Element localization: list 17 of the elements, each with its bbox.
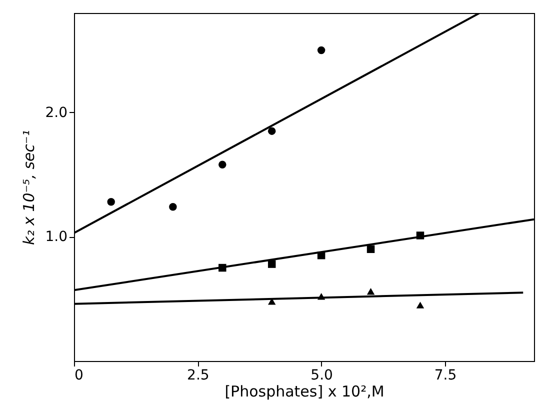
x-tick-label: 0 — [74, 368, 84, 384]
point — [169, 203, 177, 211]
x-tick-label: 2.5 — [187, 368, 210, 384]
x-axis-title: [Phosphates] x 10²,M — [224, 382, 384, 400]
y-axis-title: k₂ x 10⁻⁵, sec⁻¹ — [20, 130, 38, 245]
point — [317, 46, 326, 54]
x-tick-label: 5.0 — [310, 368, 333, 384]
point — [107, 198, 115, 206]
point — [268, 127, 276, 135]
x-tick-label: 7.5 — [434, 368, 457, 384]
y-tick-label: 1.0 — [45, 229, 68, 246]
point — [218, 160, 226, 168]
point — [366, 245, 375, 254]
point — [268, 260, 276, 268]
point — [416, 302, 424, 308]
y-tick-label: 2.0 — [45, 104, 68, 121]
point — [366, 288, 375, 295]
